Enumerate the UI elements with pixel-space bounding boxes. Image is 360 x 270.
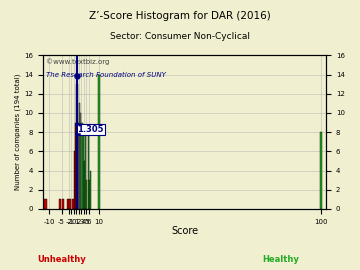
Bar <box>59 199 62 209</box>
X-axis label: Score: Score <box>171 226 198 236</box>
Bar <box>75 123 76 209</box>
Bar <box>67 199 69 209</box>
Text: Healthy: Healthy <box>262 255 299 264</box>
Bar <box>98 75 100 209</box>
Text: Unhealthy: Unhealthy <box>37 255 86 264</box>
Bar <box>76 84 78 209</box>
Bar <box>72 199 74 209</box>
Bar <box>320 132 323 209</box>
Bar <box>90 171 91 209</box>
Bar <box>81 123 82 209</box>
Bar <box>79 103 80 209</box>
Text: Z’-Score Histogram for DAR (2016): Z’-Score Histogram for DAR (2016) <box>89 11 271 21</box>
Bar <box>89 180 90 209</box>
Bar <box>62 199 64 209</box>
Bar <box>80 113 81 209</box>
Bar <box>87 132 89 209</box>
Y-axis label: Number of companies (194 total): Number of companies (194 total) <box>15 74 22 190</box>
Bar <box>74 151 75 209</box>
Bar <box>69 199 71 209</box>
Text: Sector: Consumer Non-Cyclical: Sector: Consumer Non-Cyclical <box>110 32 250 41</box>
Bar <box>84 161 85 209</box>
Bar <box>86 180 87 209</box>
Bar <box>78 123 79 209</box>
Text: 1.305: 1.305 <box>77 125 104 134</box>
Text: ©www.textbiz.org: ©www.textbiz.org <box>46 58 109 65</box>
Bar <box>83 132 84 209</box>
Text: The Research Foundation of SUNY: The Research Foundation of SUNY <box>46 72 166 78</box>
Bar <box>85 132 86 209</box>
Bar <box>44 199 46 209</box>
